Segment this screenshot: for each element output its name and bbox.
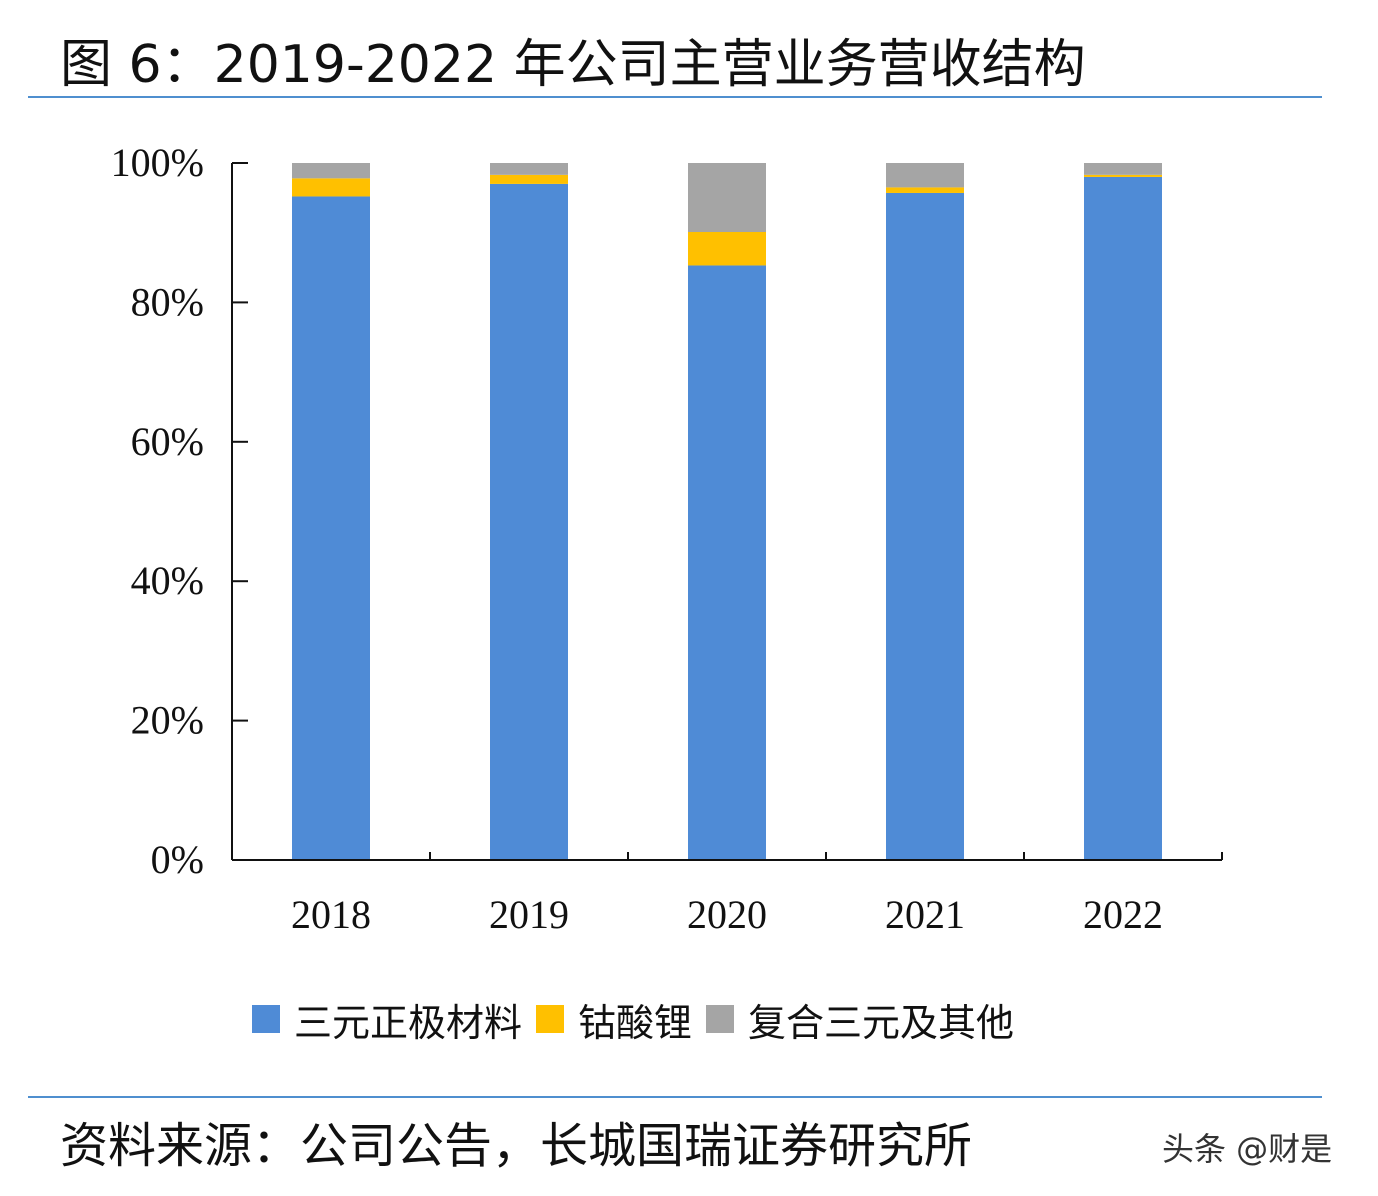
y-tick-label-40%: 40%: [131, 558, 204, 603]
x-tick-label-2018: 2018: [291, 892, 371, 937]
x-tick-label-2021: 2021: [885, 892, 965, 937]
x-tick-label-2022: 2022: [1083, 892, 1163, 937]
y-tick-label-60%: 60%: [131, 419, 204, 464]
bar-segment-2020-s1: [688, 232, 766, 266]
bar-segment-2018-s2: [292, 163, 370, 179]
legend-item-lco: 钴酸锂: [536, 992, 692, 1047]
legend-label-ternary: 三元正极材料: [294, 1000, 523, 1045]
legend-item-other: 复合三元及其他: [706, 992, 1014, 1047]
x-tick-label-2019: 2019: [489, 892, 569, 937]
bar-segment-2019-s2: [490, 163, 568, 175]
bar-segment-2021-s2: [886, 163, 964, 188]
watermark: 头条 @财是: [1162, 1130, 1333, 1168]
legend-swatch-lco: [536, 1005, 565, 1033]
y-tick-label-0%: 0%: [151, 837, 204, 882]
bar-segment-2018-s0: [292, 196, 370, 860]
bar-segment-2021-s1: [886, 187, 964, 193]
bar-segment-2022-s1: [1084, 174, 1162, 177]
chart-title: 图 6：2019-2022 年公司主营业务营收结构: [60, 35, 1086, 95]
y-tick-label-80%: 80%: [131, 279, 204, 324]
bar-segment-2018-s1: [292, 178, 370, 197]
stacked-bar-chart: 0% 20% 40% 60% 80% 100% 2018 2019 2020 2021 2022: [111, 140, 1223, 937]
y-tick-label-20%: 20%: [131, 698, 204, 743]
bar-segment-2021-s0: [886, 192, 964, 860]
chart-legend: 三元正极材料 钴酸锂 复合三元及其他: [252, 996, 1028, 1045]
bar-segment-2022-s0: [1084, 176, 1162, 860]
bar-segment-2020-s2: [688, 163, 766, 233]
x-tick-label-2020: 2020: [687, 892, 767, 937]
legend-label-lco: 钴酸锂: [578, 1000, 693, 1045]
source-divider: [28, 1096, 1322, 1098]
source-note: 资料来源：公司公告，长城国瑞证券研究所: [60, 1118, 973, 1174]
title-divider: [28, 96, 1322, 98]
bar-segment-2019-s0: [490, 183, 568, 860]
y-tick-label-100%: 100%: [111, 140, 204, 185]
legend-swatch-other: [706, 1005, 735, 1033]
legend-swatch-ternary: [252, 1005, 280, 1033]
legend-item-ternary: 三元正极材料: [252, 992, 522, 1047]
legend-label-other: 复合三元及其他: [748, 1000, 1015, 1045]
bar-segment-2019-s1: [490, 174, 568, 184]
bar-segment-2022-s2: [1084, 163, 1162, 175]
bar-segment-2020-s0: [688, 265, 766, 861]
